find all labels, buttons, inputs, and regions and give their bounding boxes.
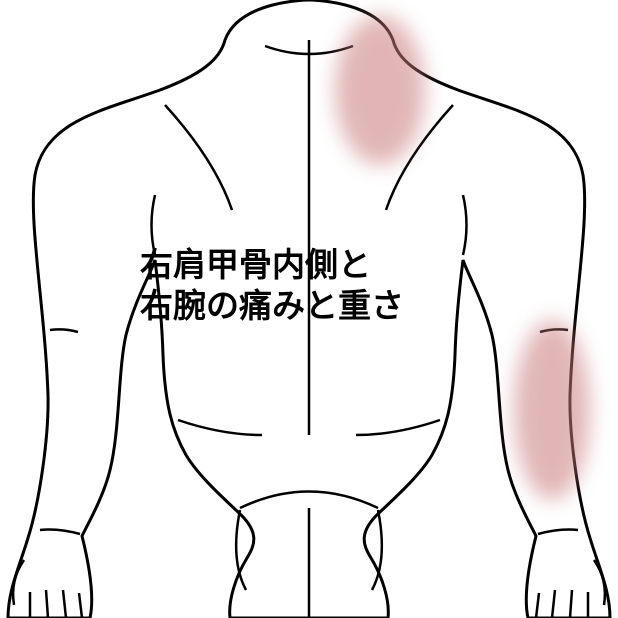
diagram-caption: 右肩甲骨内側と 右腕の痛みと重さ [140,244,404,327]
caption-line2: 右腕の痛みと重さ [140,285,404,326]
anatomical-diagram: 右肩甲骨内側と 右腕の痛みと重さ [0,0,618,618]
pain-forearm-ellipse [514,320,590,500]
caption-line1: 右肩甲骨内側と [140,244,404,285]
